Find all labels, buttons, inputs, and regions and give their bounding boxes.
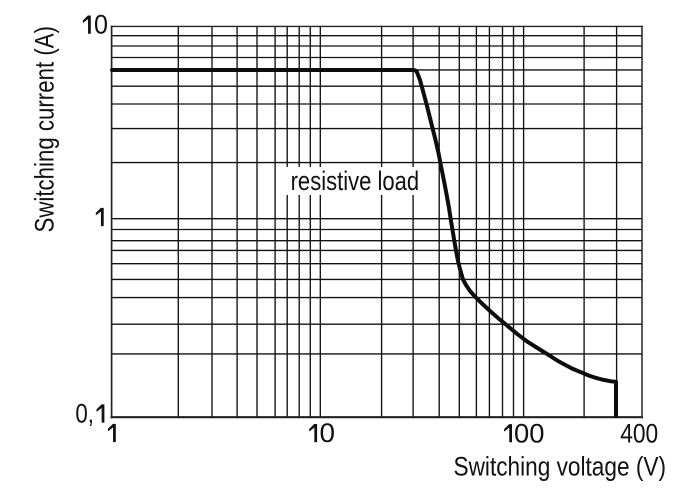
svg-text:Switching current (A): Switching current (A) <box>30 26 60 233</box>
svg-text:400: 400 <box>620 419 658 449</box>
svg-text:0: 0 <box>320 418 336 448</box>
svg-text:0: 0 <box>94 10 108 40</box>
svg-text:00: 00 <box>514 418 544 448</box>
svg-text:0,: 0, <box>75 399 94 429</box>
svg-text:Switching voltage (V): Switching voltage (V) <box>454 452 667 482</box>
svg-text:resistive load: resistive load <box>291 166 420 196</box>
